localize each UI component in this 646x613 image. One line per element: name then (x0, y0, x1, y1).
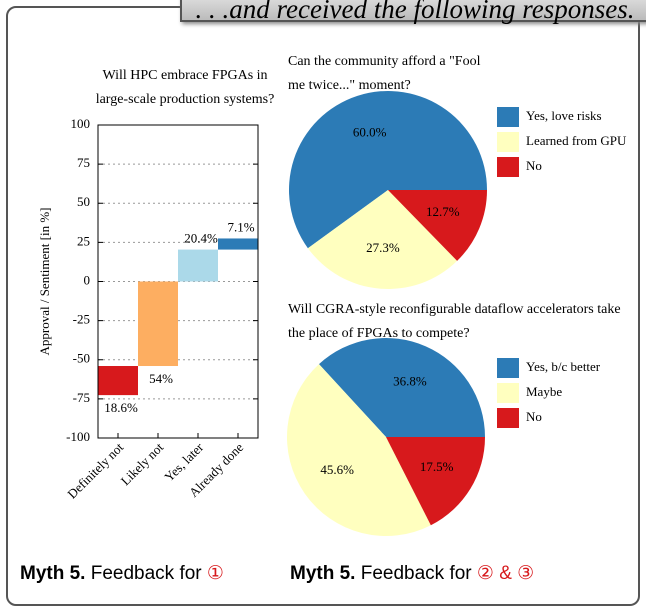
y-tick-label: 0 (84, 272, 91, 287)
pie-slice (386, 437, 485, 526)
legend-swatch (497, 157, 519, 177)
bar (218, 238, 258, 250)
y-tick-label: -100 (66, 429, 90, 444)
legend-label: Learned from GPU (526, 133, 627, 148)
caption-text: Feedback for (90, 563, 202, 584)
value-label: 36.8% (393, 374, 427, 389)
value-label: 18.6% (104, 400, 138, 415)
caption-text: Feedback for (360, 563, 472, 584)
pie-slice (307, 190, 458, 289)
pie-slice (318, 338, 485, 437)
caption-mark: ② & ③ (476, 563, 535, 584)
legend-label: Yes, love risks (526, 108, 602, 123)
chart-title: Will HPC embrace FPGAs in large-scale pr… (95, 68, 275, 107)
pie-slice (388, 190, 487, 261)
y-axis-label: Approval / Sentiment [in %] (37, 207, 52, 355)
caption: Myth 5. Feedback for ① (20, 562, 224, 585)
header-banner: . . .and received the following response… (180, 0, 646, 24)
legend-label: Maybe (526, 384, 562, 399)
value-label: 27.3% (366, 240, 400, 255)
value-label: 60.0% (353, 124, 387, 139)
legend-swatch (497, 107, 519, 127)
caption-mark: ① (206, 563, 224, 584)
legend-swatch (497, 358, 519, 378)
y-tick-label: 100 (71, 116, 91, 131)
value-label: 20.4% (184, 231, 218, 246)
value-label: 7.1% (227, 219, 254, 234)
bar (98, 366, 138, 396)
legend-swatch (497, 132, 519, 152)
value-label: 12.7% (426, 204, 460, 219)
value-label: 54% (149, 371, 173, 386)
bar (178, 249, 218, 282)
caption-bold: Myth 5. (20, 563, 86, 584)
value-label: 17.5% (420, 459, 454, 474)
legend-label: No (526, 409, 542, 424)
legend-swatch (497, 408, 519, 428)
chart-title: Will CGRA-style reconfigurable dataflow … (288, 302, 621, 341)
pie-slice (288, 90, 487, 249)
plot-frame (97, 124, 259, 439)
pie-slice (287, 364, 431, 536)
legend-label: No (526, 158, 542, 173)
chart-title: Can the community afford a "Fool me twic… (288, 54, 481, 93)
y-tick-label: 75 (77, 155, 90, 170)
legend-label: Yes, b/c better (526, 359, 601, 374)
x-tick-label: Likely not (118, 439, 167, 488)
y-tick-label: -75 (73, 390, 90, 405)
value-label: 45.6% (320, 462, 354, 477)
caption: Myth 5. Feedback for ② & ③ (290, 562, 534, 585)
caption-bold: Myth 5. (290, 563, 356, 584)
y-tick-label: -25 (73, 312, 90, 327)
legend-swatch (497, 383, 519, 403)
y-tick-label: 25 (77, 233, 90, 248)
bar (138, 281, 178, 367)
y-tick-label: -50 (73, 351, 90, 366)
y-tick-label: 50 (77, 194, 90, 209)
x-tick-label: Definitely not (64, 439, 126, 501)
